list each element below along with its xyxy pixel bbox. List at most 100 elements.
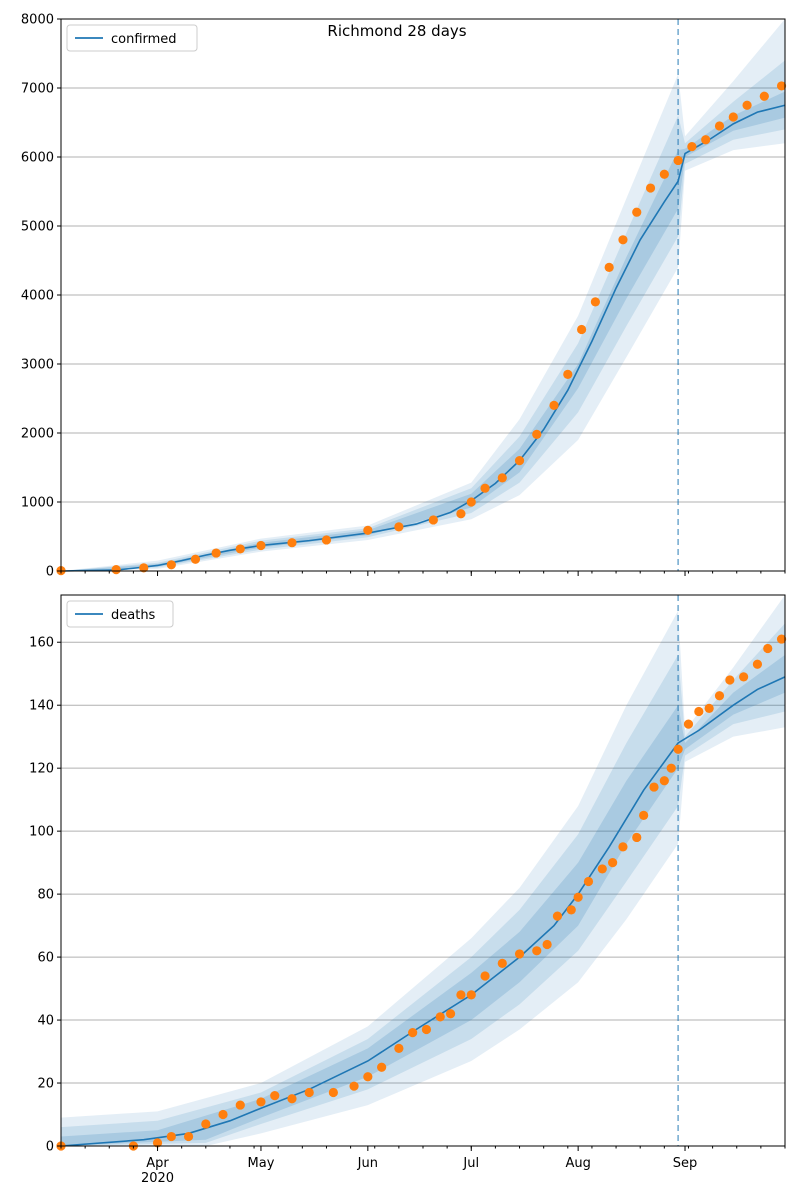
observed-point — [190, 554, 201, 564]
observed-point — [763, 643, 773, 654]
legend: deaths — [66, 600, 174, 628]
uncertainty-band-outer — [61, 19, 785, 571]
observed-point — [514, 949, 525, 959]
observed-point — [321, 535, 332, 545]
observed-point — [218, 1109, 228, 1120]
y-tick-label: 4000 — [21, 289, 54, 304]
y-tick-label: 3000 — [21, 358, 54, 373]
observed-point — [256, 1097, 266, 1107]
observed-point — [552, 911, 563, 921]
observed-point — [139, 563, 149, 573]
observed-point — [583, 876, 594, 887]
observed-point — [590, 297, 600, 307]
x-tick-label: Sep — [673, 1156, 698, 1171]
observed-point — [497, 473, 507, 483]
observed-point — [456, 509, 466, 519]
uncertainty-band-middle — [61, 623, 785, 1146]
observed-point — [728, 112, 738, 122]
observed-point — [666, 763, 676, 773]
observed-point — [563, 369, 573, 379]
observed-point — [166, 1131, 176, 1142]
legend-box — [66, 24, 198, 52]
observed-point — [394, 1043, 404, 1053]
observed-point — [639, 810, 649, 821]
y-tick-label: 8000 — [21, 13, 54, 28]
observed-point — [645, 183, 656, 193]
observed-point — [725, 675, 735, 685]
legend-label: confirmed — [111, 32, 177, 47]
legend-box — [66, 600, 174, 628]
observed-point — [363, 525, 373, 535]
observed-point — [683, 719, 694, 729]
observed-point — [270, 1091, 280, 1101]
observed-point — [576, 324, 587, 335]
observed-point — [235, 544, 245, 554]
observed-point — [394, 522, 404, 532]
observed-point — [759, 91, 769, 101]
legend-label: deaths — [111, 608, 156, 623]
observed-point — [673, 744, 683, 754]
observed-point — [421, 1024, 432, 1035]
observed-point — [776, 634, 787, 644]
observed-point — [408, 1028, 418, 1038]
legend: confirmed — [66, 24, 198, 52]
observed-point — [608, 858, 618, 868]
observed-point — [435, 1012, 445, 1022]
observed-point — [532, 946, 542, 956]
confirmed-panel: 0 1000 2000 3000 4000 5000 6000 7000 8000 confirm… — [21, 13, 787, 580]
y-tick-label: 160 — [29, 636, 54, 651]
y-tick-label: 1000 — [21, 496, 54, 511]
y-tick-label: 120 — [29, 762, 54, 777]
observed-point — [649, 782, 659, 792]
observed-point — [235, 1100, 245, 1110]
x-year-label: 2020 — [141, 1171, 174, 1186]
observed-point — [604, 262, 614, 272]
observed-point — [714, 121, 725, 131]
y-tick-label: 140 — [29, 699, 54, 714]
observed-point — [694, 706, 704, 717]
observed-point — [201, 1119, 211, 1129]
observed-point — [739, 672, 749, 682]
observed-point — [328, 1087, 338, 1098]
y-tick-label: 20 — [37, 1077, 54, 1092]
y-tick-label: 5000 — [21, 220, 54, 235]
observed-point — [632, 207, 642, 217]
y-tick-label: 0 — [46, 565, 54, 580]
observed-point — [566, 905, 576, 915]
observed-point — [304, 1087, 314, 1098]
uncertainty-band-inner — [61, 91, 785, 571]
y-tick-label: 60 — [37, 951, 54, 966]
x-tick-label: Apr — [146, 1156, 169, 1171]
observed-point — [673, 155, 683, 166]
observed-point — [466, 990, 476, 1000]
observed-point — [480, 483, 490, 493]
observed-point — [480, 971, 490, 981]
observed-point — [776, 81, 787, 91]
observed-point — [752, 659, 763, 669]
observed-point — [597, 864, 607, 874]
figure-title: Richmond 28 days — [327, 22, 466, 40]
observed-point — [687, 142, 697, 152]
y-tick-label: 7000 — [21, 82, 54, 97]
x-tick-label: Aug — [565, 1156, 590, 1171]
observed-point — [445, 1009, 456, 1019]
observed-point — [466, 497, 476, 507]
observed-point — [659, 776, 669, 786]
observed-point — [152, 1138, 163, 1148]
observed-point — [632, 832, 642, 843]
model-line — [60, 104, 786, 572]
y-tick-label: 100 — [29, 825, 54, 840]
observed-point — [618, 842, 628, 852]
observed-point — [377, 1062, 387, 1072]
observed-point — [514, 456, 525, 466]
observed-point — [659, 169, 669, 179]
observed-point — [497, 958, 507, 968]
deaths-panel: 0 20 40 60 80 100 120 140 160 Apr May Jun Jul Aug Sep 2… — [29, 594, 787, 1186]
observed-point — [349, 1081, 359, 1091]
y-tick-label: 2000 — [21, 427, 54, 442]
x-tick-label: Jul — [462, 1156, 479, 1171]
observed-point — [573, 892, 583, 902]
observed-point — [428, 515, 438, 525]
observed-point — [714, 691, 725, 701]
